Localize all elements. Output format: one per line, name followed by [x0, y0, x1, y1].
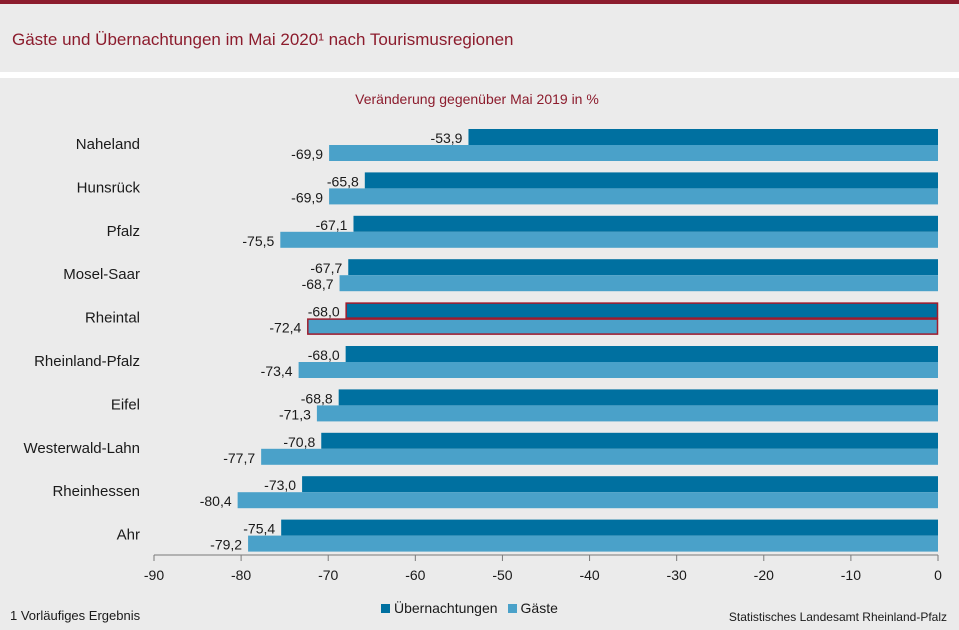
legend: Übernachtungen Gäste — [381, 600, 568, 616]
header-divider — [0, 72, 959, 78]
category-label: Rheinhessen — [52, 483, 140, 500]
category-label: Hunsrück — [77, 179, 141, 196]
bar-gaeste — [339, 275, 939, 292]
x-tick-label: -80 — [231, 567, 251, 583]
chart-title: Veränderung gegenüber Mai 2019 in % — [355, 91, 599, 107]
category-label: Pfalz — [107, 223, 140, 240]
category-label: Mosel-Saar — [63, 266, 140, 283]
x-tick-label: -10 — [841, 567, 861, 583]
bar-uebernachtungen — [468, 129, 938, 145]
data-label-gaeste: -77,7 — [223, 450, 255, 466]
data-label-uebernachtungen: -65,8 — [327, 173, 359, 189]
bar-uebernachtungen — [345, 346, 939, 362]
data-label-gaeste: -68,7 — [302, 276, 334, 292]
category-label: Rheinland-Pfalz — [34, 353, 140, 370]
legend-swatch-gaeste — [507, 603, 517, 613]
data-label-uebernachtungen: -53,9 — [431, 130, 463, 146]
x-tick-label: -40 — [579, 567, 599, 583]
bar-gaeste — [261, 448, 938, 465]
footnote: 1 Vorläufiges Ergebnis — [10, 608, 141, 623]
x-tick-label: -60 — [405, 567, 425, 583]
data-label-uebernachtungen: -68,0 — [308, 304, 340, 320]
bar-uebernachtungen — [348, 259, 938, 276]
bar-gaeste — [307, 318, 938, 335]
data-label-uebernachtungen: -73,0 — [264, 477, 296, 493]
bar-gaeste — [280, 231, 938, 248]
chart-background — [0, 78, 959, 598]
highlight-outline — [345, 302, 939, 319]
bar-uebernachtungen — [321, 432, 939, 449]
header: Gäste und Übernachtungen im Mai 2020¹ na… — [0, 4, 959, 72]
x-tick-label: -70 — [318, 567, 338, 583]
legend-item-uebernachtungen: Übernachtungen — [381, 600, 498, 616]
bar-gaeste — [316, 405, 938, 422]
data-label-uebernachtungen: -70,8 — [283, 434, 315, 450]
data-label-uebernachtungen: -67,7 — [310, 260, 342, 276]
data-label-gaeste: -71,3 — [279, 406, 311, 422]
x-tick-label: -50 — [492, 567, 512, 583]
page-title: Gäste und Übernachtungen im Mai 2020¹ na… — [12, 30, 514, 49]
category-label: Westerwald-Lahn — [24, 440, 140, 457]
bar-uebernachtungen — [338, 389, 939, 406]
bar-uebernachtungen — [345, 302, 939, 319]
data-label-gaeste: -75,5 — [242, 233, 274, 249]
bar-uebernachtungen — [302, 476, 939, 493]
category-label: Ahr — [117, 527, 140, 544]
bar-gaeste — [298, 362, 938, 378]
data-label-gaeste: -80,4 — [200, 493, 232, 509]
data-label-uebernachtungen: -68,0 — [308, 347, 340, 363]
bar-gaeste — [237, 492, 939, 509]
category-label: Rheintal — [85, 310, 140, 327]
legend-swatch-uebernachtungen — [381, 603, 390, 613]
bar-gaeste — [329, 188, 938, 205]
category-label: Naheland — [76, 136, 140, 153]
data-label-uebernachtungen: -68,8 — [301, 390, 333, 406]
x-tick-label: -20 — [754, 567, 774, 583]
data-label-gaeste: -79,2 — [210, 537, 242, 553]
legend-label-gaeste: Gäste — [520, 600, 558, 616]
x-tick-label: -90 — [144, 567, 164, 583]
x-tick-label: -30 — [667, 567, 687, 583]
bar-uebernachtungen — [281, 519, 938, 536]
legend-label-uebernachtungen: Übernachtungen — [394, 600, 498, 616]
bar-chart: Veränderung gegenüber Mai 2019 in % Nahel… — [0, 78, 959, 598]
highlight-outline — [307, 318, 939, 335]
bar-uebernachtungen — [364, 172, 938, 189]
source-note: Statistisches Landesamt Rheinland-Pfalz — [728, 610, 947, 624]
top-accent-bar — [0, 0, 959, 4]
bar-uebernachtungen — [353, 215, 938, 232]
data-label-gaeste: -73,4 — [261, 363, 293, 379]
data-label-uebernachtungen: -75,4 — [243, 521, 275, 537]
category-label: Eifel — [111, 396, 140, 413]
bar-gaeste — [329, 145, 938, 161]
data-label-uebernachtungen: -67,1 — [316, 217, 348, 233]
x-tick-label: 0 — [934, 567, 942, 583]
data-label-gaeste: -69,9 — [291, 146, 323, 162]
legend-item-gaeste: Gäste — [507, 600, 558, 616]
data-label-gaeste: -69,9 — [291, 189, 323, 205]
data-label-gaeste: -72,4 — [269, 320, 301, 336]
bar-gaeste — [248, 535, 938, 552]
